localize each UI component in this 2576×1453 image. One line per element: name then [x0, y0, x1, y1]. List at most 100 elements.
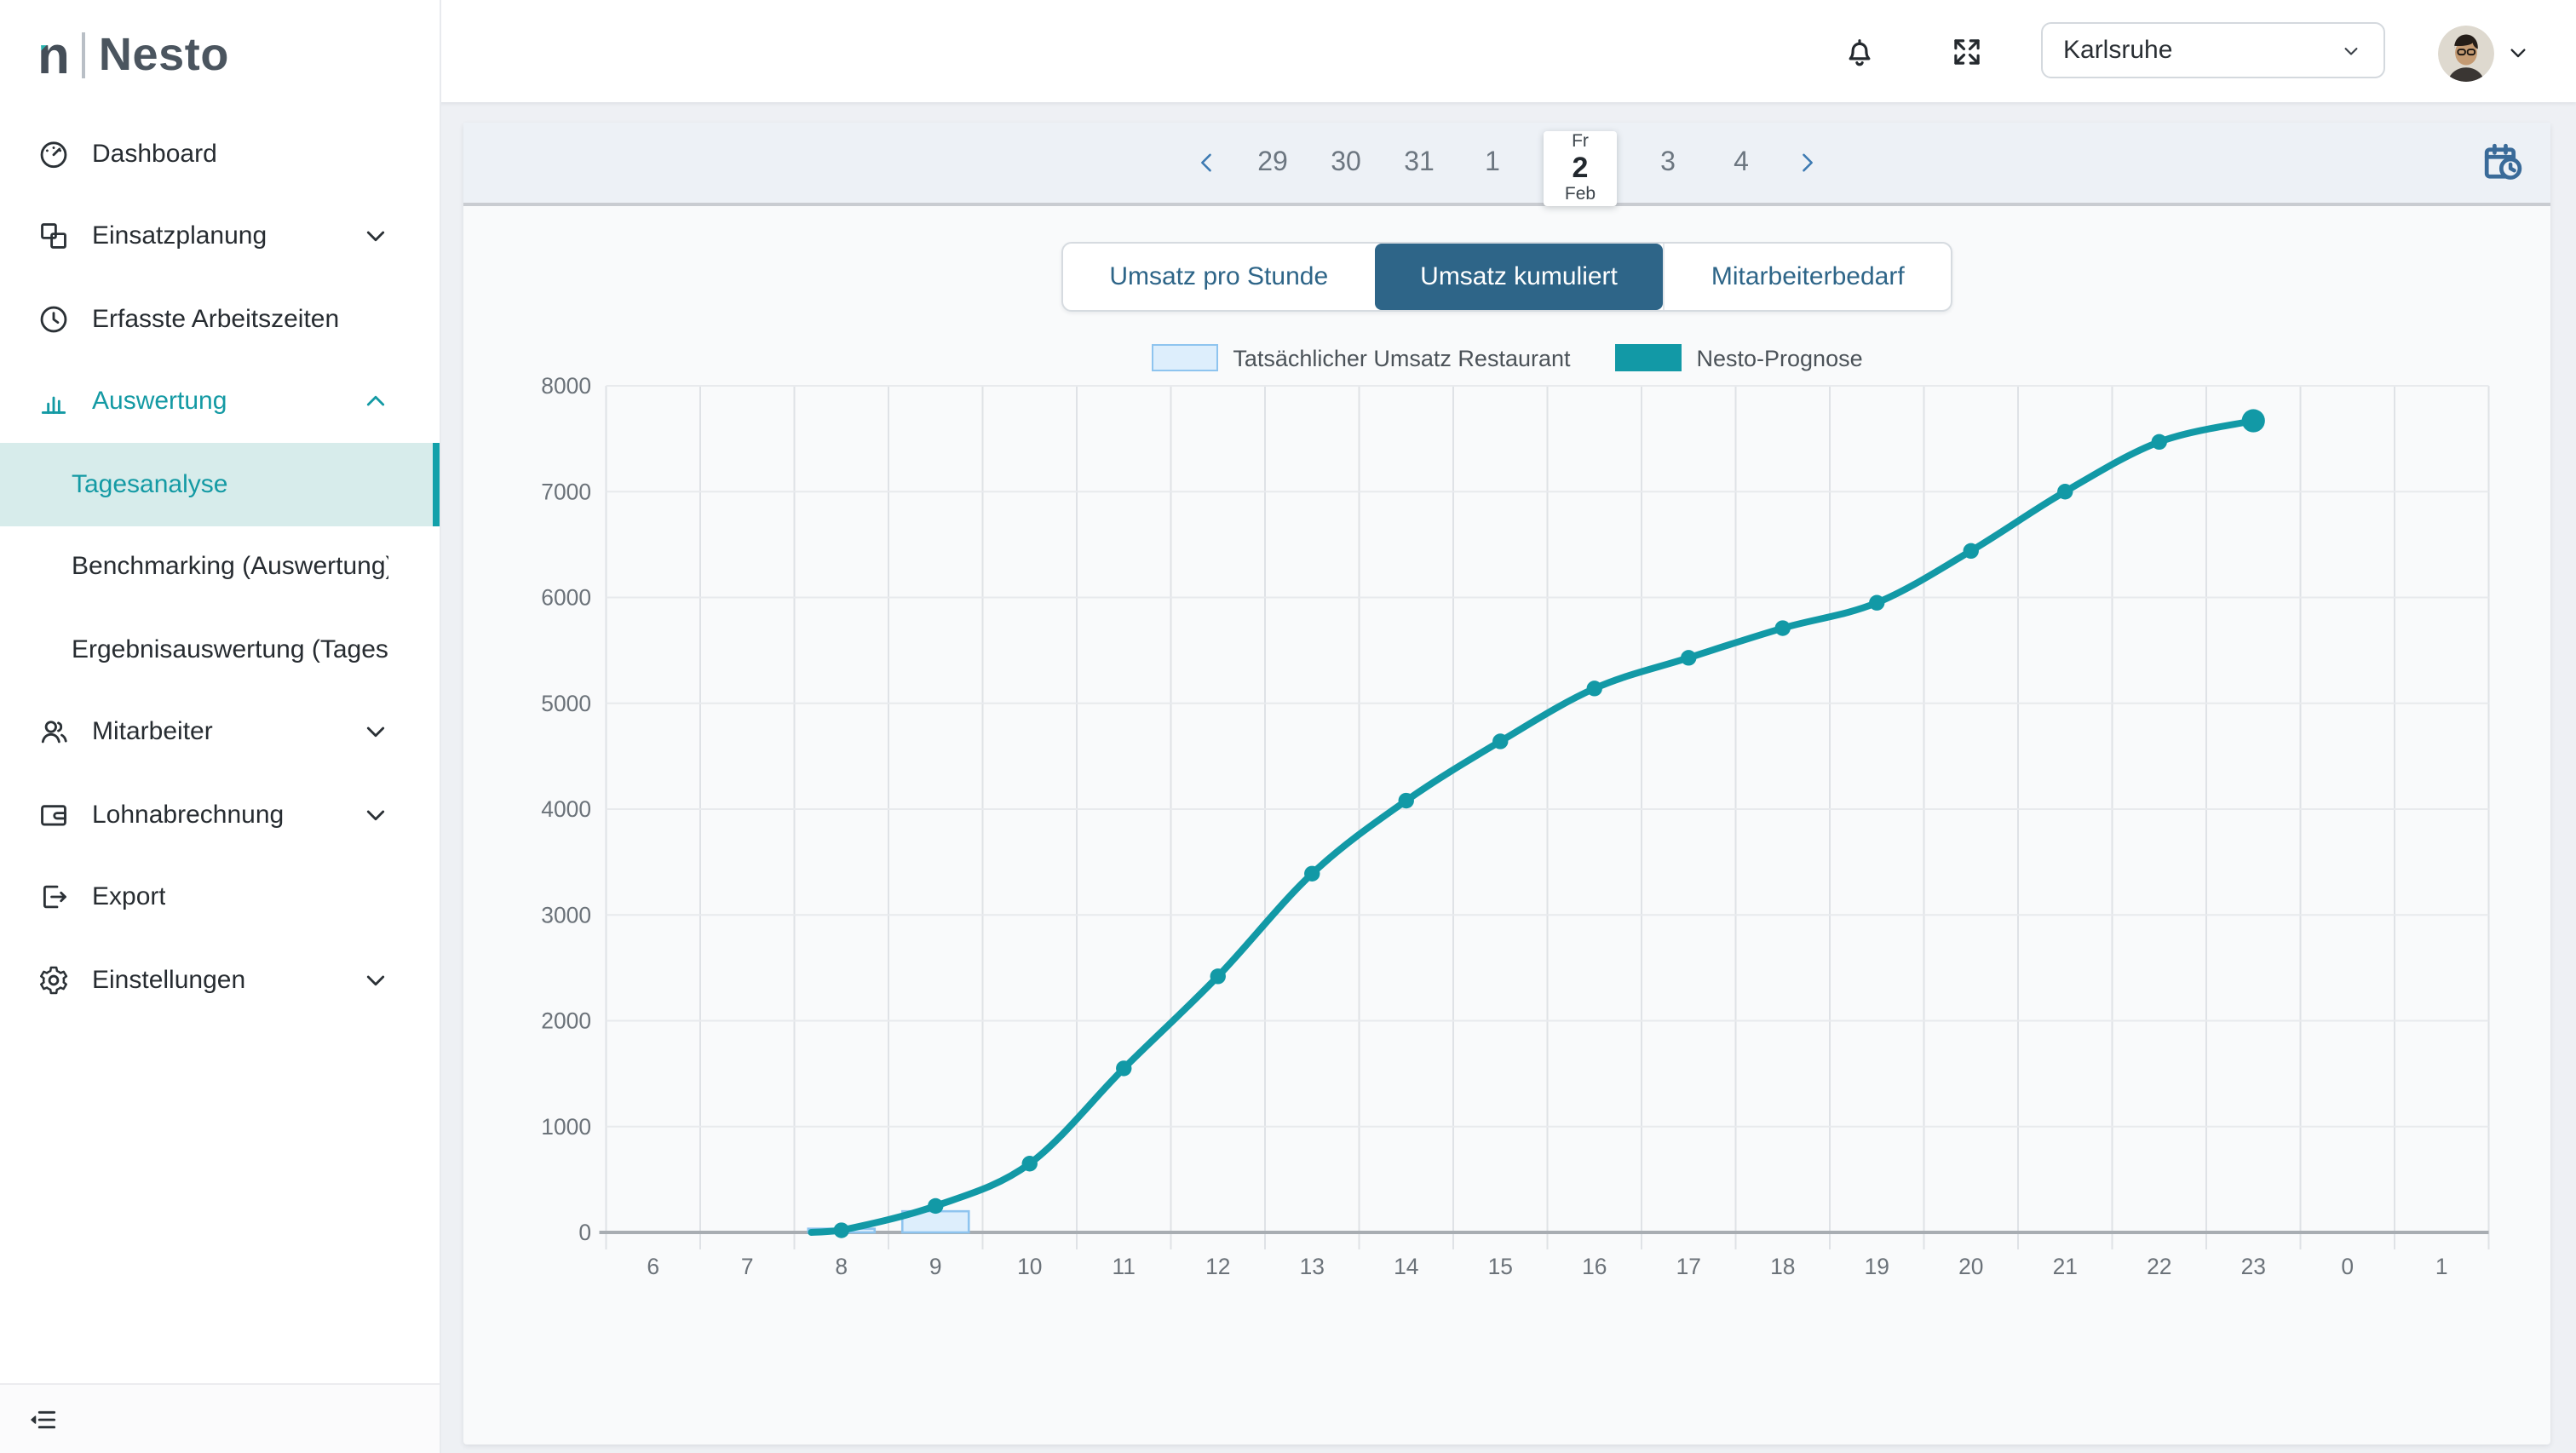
gear-icon: [37, 964, 70, 996]
sidebar-item-label: Lohnabrechnung: [92, 801, 284, 830]
sidebar-footer: [0, 1383, 440, 1453]
wallet-icon: [37, 799, 70, 831]
sidebar-item-label: Mitarbeiter: [92, 718, 213, 747]
chevron-down-icon: [359, 716, 392, 749]
y-axis-label: 7000: [541, 479, 591, 504]
expand-icon[interactable]: [1949, 34, 1985, 70]
sidebar-item-tagesanalyse[interactable]: Tagesanalyse: [0, 443, 440, 525]
collapse-sidebar-icon[interactable]: [27, 1403, 60, 1435]
clock-icon: [37, 303, 70, 336]
x-axis-label: 13: [1300, 1254, 1325, 1279]
sidebar-item-dashboard[interactable]: Dashboard: [0, 112, 440, 195]
export-icon: [37, 882, 70, 914]
x-axis-label: 1: [2435, 1254, 2448, 1279]
forecast-point: [1492, 733, 1508, 749]
y-axis-label: 4000: [541, 796, 591, 822]
planning-grid-icon: [37, 221, 70, 253]
sidebar-item-label: Dashboard: [92, 140, 217, 169]
sidebar-item-label: Einsatzplanung: [92, 222, 267, 251]
x-axis-label: 21: [2053, 1254, 2078, 1279]
forecast-point: [2057, 484, 2073, 499]
forecast-point: [1869, 595, 1884, 611]
forecast-point: [2152, 434, 2167, 450]
brand-logo[interactable]: n Nesto: [37, 22, 229, 87]
sidebar-item-label: Auswertung: [92, 388, 227, 416]
forecast-point: [1681, 650, 1696, 665]
x-axis-label: 15: [1488, 1254, 1513, 1279]
forecast-point: [2242, 409, 2265, 432]
x-axis-label: 12: [1205, 1254, 1230, 1279]
x-axis-label: 14: [1394, 1254, 1418, 1279]
forecast-point: [928, 1198, 943, 1214]
logo-divider: [82, 32, 85, 78]
user-avatar[interactable]: [2438, 26, 2494, 82]
y-axis-label: 6000: [541, 585, 591, 611]
forecast-point: [1116, 1060, 1131, 1076]
x-axis-label: 9: [929, 1254, 942, 1279]
sidebar: n Nesto Dashboard Einsatzplanung Erfasste …: [0, 0, 441, 1453]
forecast-point: [1304, 866, 1320, 882]
sidebar-item-label: Export: [92, 883, 166, 912]
sidebar-item-label: Tagesanalyse: [72, 470, 227, 499]
forecast-point: [834, 1222, 849, 1238]
profile-chevron-down-icon[interactable]: [2504, 39, 2532, 66]
x-axis-label: 8: [835, 1254, 848, 1279]
sidebar-item-ergebnisauswertung-tagesau[interactable]: Ergebnisauswertung (Tagesau...: [0, 608, 440, 691]
forecast-point: [1964, 543, 1979, 559]
y-axis-label: 1000: [541, 1114, 591, 1140]
sidebar-item-export[interactable]: Export: [0, 856, 440, 939]
sidebar-item-einstellungen[interactable]: Einstellungen: [0, 939, 440, 1021]
x-axis-label: 18: [1770, 1254, 1795, 1279]
chevron-down-icon: [359, 799, 392, 831]
forecast-point: [1587, 681, 1602, 696]
chevron-down-icon: [359, 964, 392, 996]
forecast-point: [1775, 620, 1791, 635]
revenue-chart: 0100020003000400050006000700080006789101…: [463, 123, 2550, 1444]
chevron-down-icon: [359, 221, 392, 253]
sidebar-nav: Dashboard Einsatzplanung Erfasste Arbeitsz…: [0, 112, 440, 1021]
bell-icon[interactable]: [1842, 34, 1877, 70]
sidebar-item-label: Ergebnisauswertung (Tagesau...: [72, 635, 388, 664]
forecast-point: [1210, 968, 1226, 984]
app-root: Karlsruhe n Nesto Dashboard Einsatzplanun…: [0, 0, 2576, 1453]
bar-chart-icon: [37, 386, 70, 418]
sidebar-item-auswertung[interactable]: Auswertung: [0, 360, 440, 443]
y-axis-label: 8000: [541, 373, 591, 399]
x-axis-label: 20: [1958, 1254, 1983, 1279]
x-axis-label: 0: [2341, 1254, 2354, 1279]
y-axis-label: 0: [578, 1220, 591, 1245]
location-select[interactable]: Karlsruhe: [2041, 22, 2385, 78]
x-axis-label: 16: [1582, 1254, 1607, 1279]
dashboard-icon: [37, 138, 70, 170]
sidebar-item-label: Benchmarking (Auswertung): [72, 553, 388, 582]
forecast-point: [1399, 793, 1414, 808]
x-axis-label: 6: [647, 1254, 659, 1279]
x-axis-label: 17: [1676, 1254, 1701, 1279]
sidebar-item-mitarbeiter[interactable]: Mitarbeiter: [0, 691, 440, 773]
x-axis-label: 23: [2241, 1254, 2266, 1279]
chevron-up-icon: [359, 386, 392, 418]
x-axis-label: 10: [1017, 1254, 1042, 1279]
sidebar-item-label: Erfasste Arbeitszeiten: [92, 305, 339, 334]
x-axis-label: 11: [1113, 1254, 1136, 1279]
chevron-down-icon: [2339, 38, 2363, 62]
x-axis-label: 22: [2147, 1254, 2171, 1279]
location-select-value: Karlsruhe: [2063, 36, 2339, 65]
sidebar-item-einsatzplanung[interactable]: Einsatzplanung: [0, 195, 440, 278]
sidebar-item-lohnabrechnung[interactable]: Lohnabrechnung: [0, 773, 440, 856]
y-axis-label: 5000: [541, 691, 591, 716]
sidebar-item-benchmarking-auswertung[interactable]: Benchmarking (Auswertung): [0, 525, 440, 608]
x-axis-label: 19: [1865, 1254, 1889, 1279]
y-axis-label: 3000: [541, 902, 591, 928]
sidebar-item-erfasste-arbeitszeiten[interactable]: Erfasste Arbeitszeiten: [0, 278, 440, 360]
brand-mark: n: [37, 28, 70, 81]
forecast-point: [1022, 1156, 1038, 1171]
analysis-card: 2930311Fr2Feb34 Umsatz pro StundeUmsatz …: [463, 123, 2550, 1444]
people-icon: [37, 716, 70, 749]
brand-name: Nesto: [99, 28, 229, 81]
y-axis-label: 2000: [541, 1008, 591, 1034]
sidebar-item-label: Einstellungen: [92, 966, 245, 995]
top-header: Karlsruhe: [440, 0, 2576, 102]
x-axis-label: 7: [741, 1254, 754, 1279]
forecast-line: [811, 421, 2253, 1232]
